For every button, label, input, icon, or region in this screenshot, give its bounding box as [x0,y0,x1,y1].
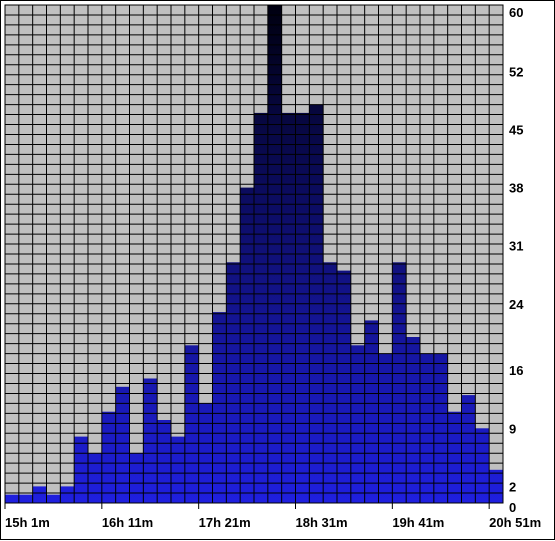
bar [5,494,19,503]
bar [433,353,448,503]
bar [323,262,337,503]
bar [60,486,75,503]
y-tick-label: 24 [509,297,524,312]
bar [157,420,171,503]
bar [364,320,379,503]
y-tick-label: 60 [509,5,523,20]
y-tick-label: 0 [509,500,516,515]
bar [88,453,102,503]
x-tick-label: 18h 31m [296,515,348,530]
y-tick-label: 52 [509,64,523,79]
bar [18,494,33,503]
bar [226,262,241,503]
y-tick-label: 2 [509,479,516,494]
bar [143,378,158,503]
x-axis-labels: 15h 1m 16h 11m 17h 21m 18h 31m 19h 41m 20h 51… [4,503,541,530]
bar [115,386,130,503]
bar [475,428,490,503]
plot-border [4,4,504,504]
bar [406,337,420,503]
y-tick-label: 38 [509,181,523,196]
grid-lines [4,4,504,504]
y-tick-label: 31 [509,239,523,254]
bar [350,345,365,503]
x-tick-label: 16h 11m [102,515,153,530]
bar [447,411,462,503]
bar [461,395,476,503]
bar [254,112,268,504]
bar [489,469,503,503]
y-tick-label: 9 [509,421,516,436]
bar [392,262,407,503]
x-tick-label: 17h 21m [199,515,251,530]
bar [101,411,116,503]
bar [281,112,296,504]
x-tick-label: 15h 1m [5,515,50,530]
x-tick-label: 19h 41m [392,515,444,530]
bar [337,270,351,503]
bar [295,112,310,504]
bar [129,453,144,503]
bar [240,187,254,503]
y-tick-label: 45 [509,123,523,138]
bar [184,345,199,503]
y-tick-label: 16 [509,363,523,378]
bar [420,353,434,503]
bar [378,353,393,503]
y-axis-labels: 60 52 45 38 31 24 16 9 2 0 [509,5,524,515]
bar [46,494,61,503]
bar [32,486,47,503]
bar [212,312,227,503]
x-tick-label: 20h 51m [489,515,541,530]
